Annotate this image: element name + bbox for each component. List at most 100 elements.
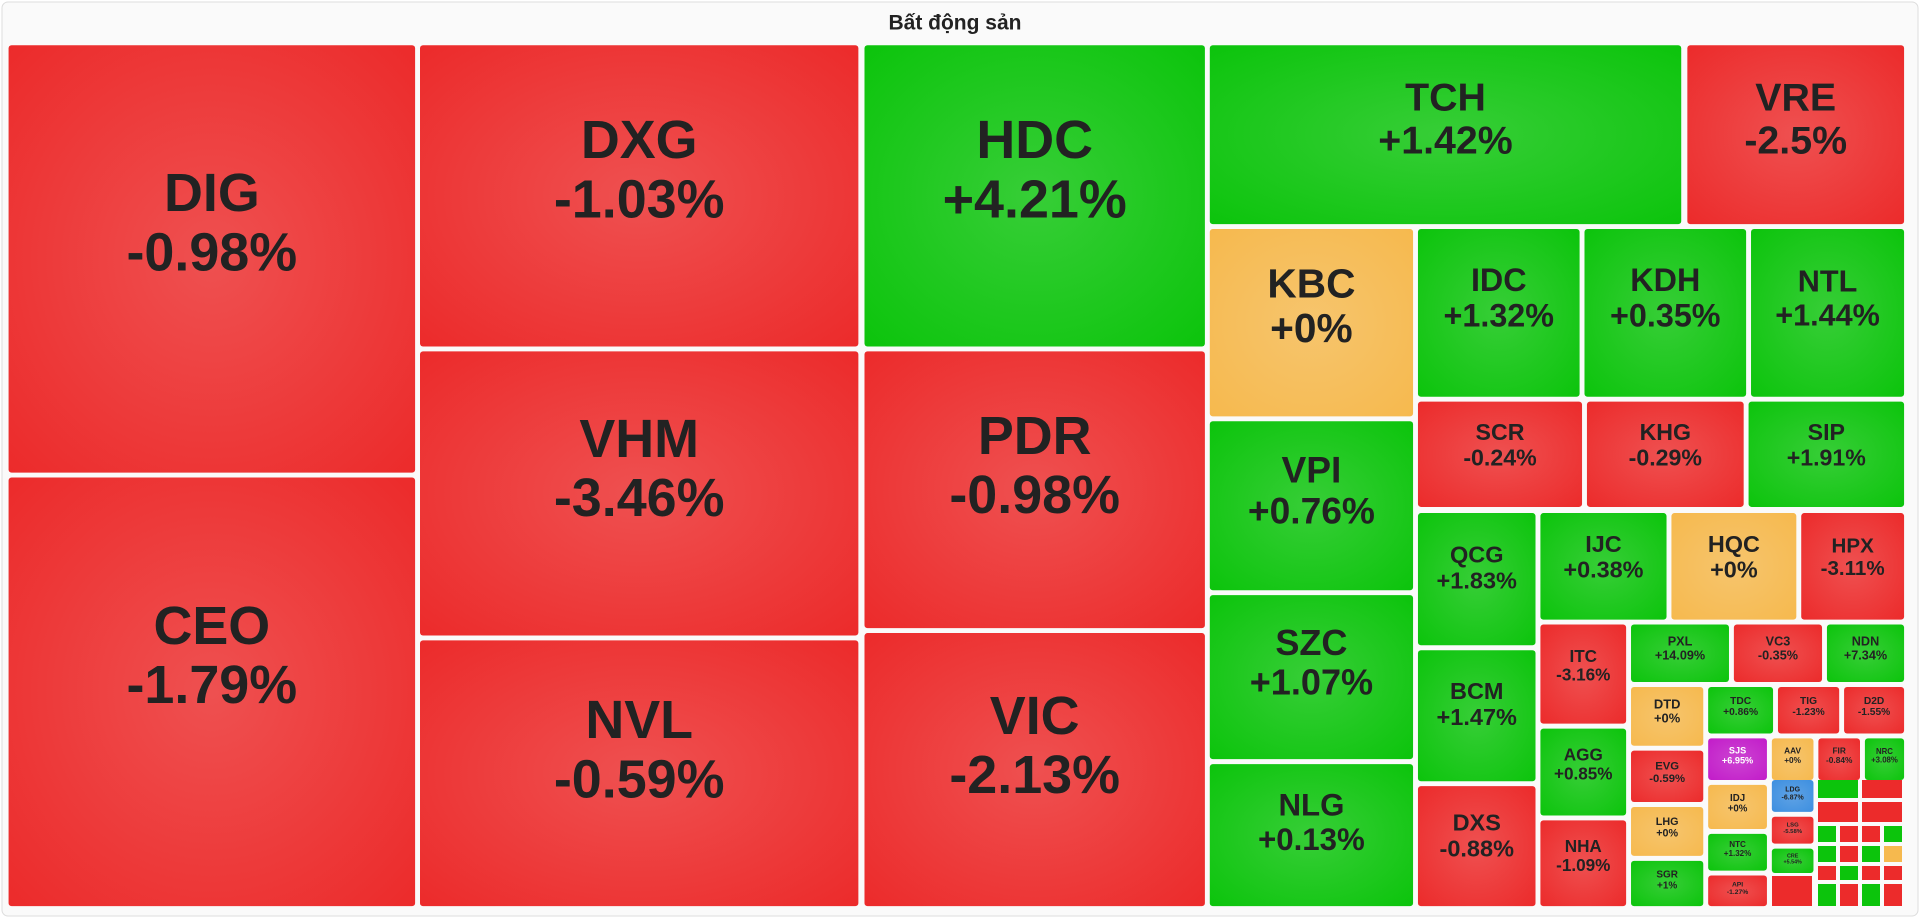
ticker-label: SCR: [1476, 419, 1525, 445]
change-label: +7.34%: [1844, 648, 1887, 662]
change-label: +0.35%: [1610, 298, 1721, 334]
tile-group: NHA-1.09%: [1540, 820, 1627, 907]
ticker-label: BCM: [1450, 678, 1504, 704]
change-label: +1.44%: [1775, 298, 1880, 332]
tile: [8, 45, 416, 473]
change-label: -1.03%: [554, 169, 725, 229]
tile-group: D2D-1.55%: [1844, 686, 1905, 734]
tile-group: KHG-0.29%: [1586, 401, 1744, 507]
tile: [1840, 846, 1858, 862]
tile: [1864, 738, 1905, 780]
tile-group: ITC-3.16%: [1540, 624, 1627, 724]
change-label: +0%: [1270, 305, 1352, 351]
change-label: -6.87%: [1782, 794, 1805, 801]
tile-group: NVL-0.59%: [420, 640, 859, 907]
ticker-label: VIC: [990, 686, 1080, 746]
tile-group: VC3-0.35%: [1733, 624, 1823, 683]
tile-group: PXL+14.09%: [1631, 624, 1729, 683]
tile: [420, 351, 859, 636]
tile: [1540, 820, 1627, 907]
ticker-label: FIR: [1832, 746, 1845, 756]
ticker-label: VPI: [1281, 449, 1341, 491]
tile: [420, 640, 859, 907]
change-label: -1.23%: [1792, 707, 1824, 718]
tile-group: IDC+1.32%: [1417, 228, 1580, 397]
tile: [1777, 686, 1840, 734]
tile-group: VPI+0.76%: [1209, 421, 1414, 591]
change-label: -1.09%: [1556, 855, 1610, 875]
ticker-label: HQC: [1708, 531, 1760, 557]
tile-group: DXS-0.88%: [1417, 786, 1536, 907]
ticker-label: KBC: [1267, 260, 1355, 306]
tile: [1209, 421, 1414, 591]
tile: [1771, 816, 1814, 844]
tile-group: SJS+6.95%: [1708, 738, 1767, 780]
ticker-label: CRE: [1787, 853, 1799, 859]
tile-group: TDC+0.86%: [1708, 686, 1774, 734]
tile: [1417, 650, 1536, 782]
change-label: -1.27%: [1727, 889, 1748, 896]
tile-group: VIC-2.13%: [864, 633, 1205, 907]
change-label: -2.13%: [949, 745, 1120, 805]
tile: [1209, 595, 1414, 760]
change-label: +0%: [1654, 711, 1681, 726]
ticker-label: VHM: [579, 409, 699, 469]
tile-group: CEO-1.79%: [8, 477, 416, 907]
chart-title: Bất động sản: [888, 12, 1021, 35]
ticker-label: NDN: [1852, 634, 1879, 648]
tile: [1840, 884, 1858, 906]
tile: [864, 633, 1205, 907]
tile-group: DIG-0.98%: [8, 45, 416, 473]
change-label: +0%: [1784, 755, 1801, 765]
ticker-label: KHG: [1640, 419, 1691, 445]
tile: [1540, 513, 1667, 620]
tile: [1708, 875, 1767, 907]
tile: [1884, 884, 1902, 906]
tile: [1687, 45, 1905, 225]
ticker-label: DTD: [1654, 696, 1681, 711]
tile-group: TCH+1.42%: [1209, 45, 1682, 225]
ticker-label: NVL: [585, 690, 693, 750]
tile: [1748, 401, 1905, 507]
change-label: -0.29%: [1629, 444, 1702, 470]
change-label: -0.88%: [1440, 835, 1515, 861]
tile-group: SZC+1.07%: [1209, 595, 1414, 760]
tile: [1826, 624, 1905, 683]
ticker-label: HPX: [1832, 535, 1875, 558]
change-label: +1.83%: [1437, 567, 1517, 593]
tile-group: EVG-0.59%: [1631, 750, 1704, 803]
tile-group: HQC+0%: [1671, 513, 1797, 620]
tile: [1818, 826, 1836, 842]
ticker-label: VRE: [1755, 75, 1836, 119]
tile: [1417, 786, 1536, 907]
change-label: -0.84%: [1826, 755, 1853, 765]
tile-group: SIP+1.91%: [1748, 401, 1905, 507]
ticker-label: HDC: [976, 110, 1093, 170]
tile-group: PDR-0.98%: [864, 351, 1205, 629]
tile: [1751, 228, 1905, 397]
tile-group: AAV+0%: [1771, 738, 1814, 780]
change-label: +4.21%: [943, 169, 1127, 229]
tile: [420, 45, 859, 347]
ticker-label: DXG: [581, 110, 698, 170]
tile: [1771, 780, 1814, 812]
tile-group: API-1.27%: [1708, 875, 1767, 907]
change-label: +0%: [1710, 557, 1758, 583]
ticker-label: EVG: [1655, 760, 1679, 772]
ticker-label: NLG: [1278, 788, 1344, 823]
tile: [1818, 866, 1836, 880]
tile-group: DXG-1.03%: [420, 45, 859, 347]
change-label: +0.85%: [1554, 764, 1613, 784]
ticker-label: API: [1732, 882, 1743, 889]
tile: [1884, 866, 1902, 880]
change-label: -1.55%: [1858, 707, 1890, 718]
ticker-label: VC3: [1766, 634, 1791, 648]
change-label: +1.91%: [1787, 444, 1866, 470]
tile: [1631, 624, 1729, 683]
tile: [1771, 738, 1814, 780]
change-label: -0.59%: [1649, 773, 1685, 785]
change-label: +1.32%: [1724, 849, 1752, 858]
change-label: -2.5%: [1744, 119, 1847, 163]
ticker-label: IJC: [1585, 531, 1622, 557]
